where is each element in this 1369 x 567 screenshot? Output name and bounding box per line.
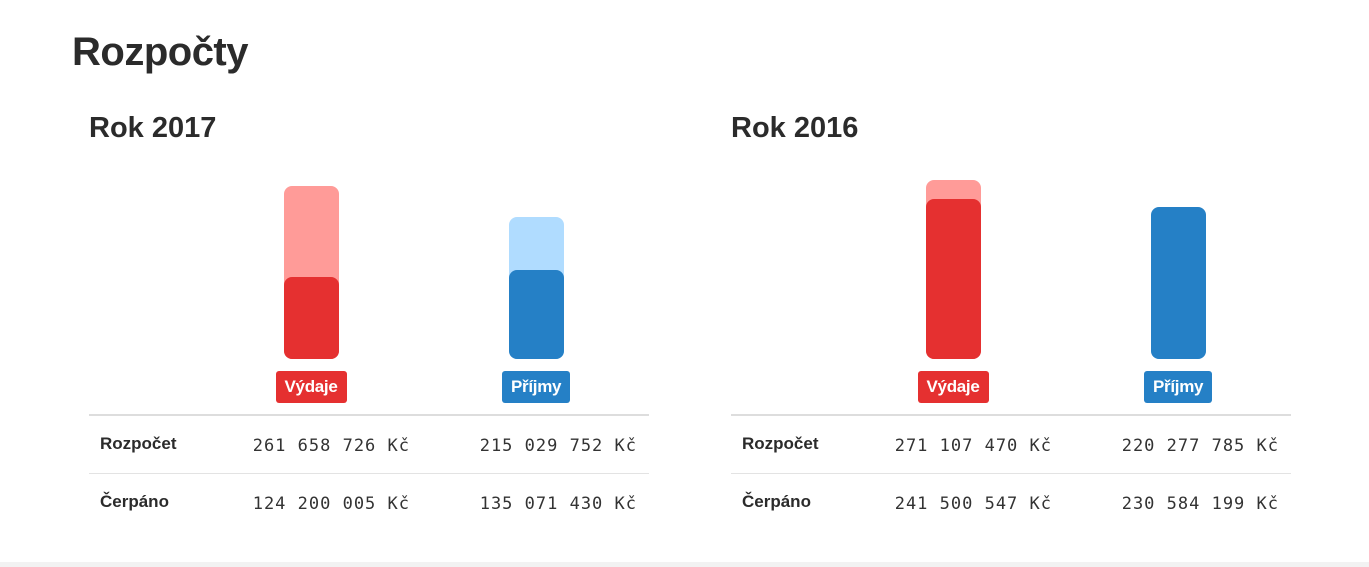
table-divider: [731, 414, 1291, 416]
budget-table: Rozpočet 261 658 726 Kč 215 029 752 Kč Č…: [89, 414, 649, 531]
expenses-label: Výdaje: [275, 371, 347, 403]
table-row-budget: Rozpočet 271 107 470 Kč 220 277 785 Kč: [731, 416, 1291, 474]
expenses-budget-value: 261 658 726 Kč: [252, 436, 410, 456]
budget-panel-2016: Rok 2016 Výdaje Příjmy Rozpočet 271 107 …: [731, 0, 1291, 562]
table-divider: [89, 414, 649, 416]
budget-table: Rozpočet 271 107 470 Kč 220 277 785 Kč Č…: [731, 414, 1291, 531]
expenses-spent-value: 241 500 547 Kč: [894, 494, 1052, 514]
table-row-spent: Čerpáno 241 500 547 Kč 230 584 199 Kč: [731, 474, 1291, 531]
income-budget-value: 215 029 752 Kč: [479, 436, 637, 456]
expenses-spent-value: 124 200 005 Kč: [252, 494, 410, 514]
table-row-budget: Rozpočet 261 658 726 Kč 215 029 752 Kč: [89, 416, 649, 474]
row-label: Rozpočet: [742, 434, 819, 453]
row-label: Rozpočet: [100, 434, 177, 453]
income-spent-bar: [508, 269, 564, 359]
budget-panel-2017: Rok 2017 Výdaje Příjmy Rozpočet 261 658 …: [89, 0, 649, 562]
year-title: Rok 2017: [89, 112, 217, 144]
bar-chart: [731, 160, 1291, 360]
row-label: Čerpáno: [742, 492, 811, 511]
footer-band: [0, 562, 1369, 567]
expenses-budget-value: 271 107 470 Kč: [894, 436, 1052, 456]
income-budget-value: 220 277 785 Kč: [1121, 436, 1279, 456]
income-spent-value: 230 584 199 Kč: [1121, 494, 1279, 514]
income-label: Příjmy: [1144, 371, 1213, 403]
page-title: Rozpočty: [72, 30, 249, 74]
table-row-spent: Čerpáno 124 200 005 Kč 135 071 430 Kč: [89, 474, 649, 531]
year-title: Rok 2016: [731, 112, 859, 144]
expenses-spent-bar: [925, 199, 981, 359]
bar-chart: [89, 160, 649, 360]
income-label: Příjmy: [502, 371, 571, 403]
expenses-label: Výdaje: [917, 371, 989, 403]
income-spent-value: 135 071 430 Kč: [479, 494, 637, 514]
expenses-spent-bar: [283, 276, 339, 359]
row-label: Čerpáno: [100, 492, 169, 511]
income-spent-bar: [1150, 206, 1206, 359]
